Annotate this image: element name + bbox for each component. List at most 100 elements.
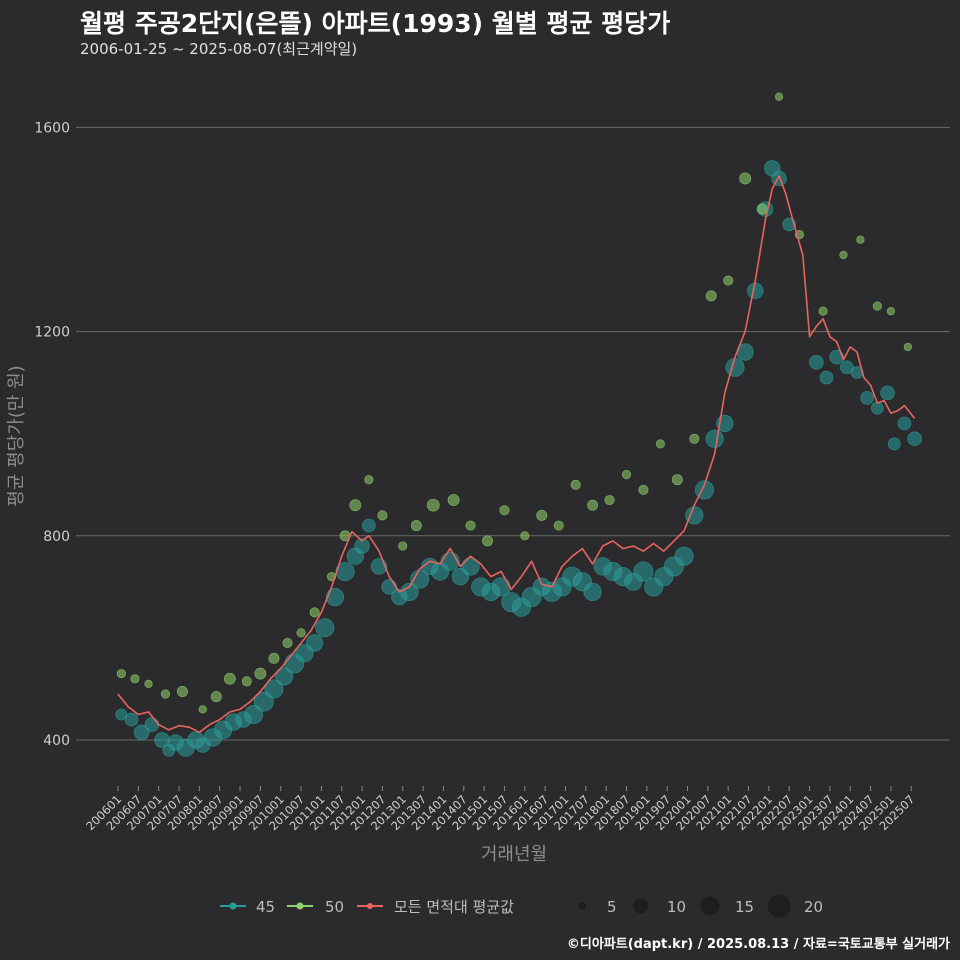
point-45-77 [887,437,901,451]
point-45-78 [897,416,912,431]
chart-title: 월평 주공2단지(은뜰) 아파트(1993) 월별 평균 평당가 [80,9,671,38]
point-50-18 [377,510,388,521]
legend-50-label: 50 [325,898,344,916]
point-50-5 [198,705,207,714]
legend-size-15 [700,896,720,916]
y-tick-label-800: 800 [43,529,70,545]
legend-avg-marker [367,903,373,909]
point-45-71 [829,349,844,365]
point-50-35 [671,474,683,486]
point-50-45 [856,235,865,244]
point-50-47 [886,307,896,316]
point-50-46 [872,301,882,311]
point-50-41 [774,92,784,101]
point-50-4 [176,686,188,697]
point-45-75 [871,401,884,415]
point-45-25 [354,538,370,554]
point-50-38 [723,275,734,286]
point-45-2 [134,724,150,741]
legend: 45 50 모든 면적대 평균값 5 10 15 20 [220,894,823,918]
point-45-3 [144,717,160,732]
point-50-10 [268,652,280,664]
legend-50-marker [296,902,304,910]
source-credit: ©디아파트(dapt.kr) / 2025.08.13 / 자료=국토교통부 실… [566,937,950,952]
point-50-23 [465,520,476,531]
point-45-74 [860,391,874,405]
point-50-6 [210,691,222,703]
point-45-15 [253,691,274,712]
legend-45-label: 45 [256,898,275,916]
y-tick-label-1600: 1600 [34,120,70,136]
point-50-26 [520,531,530,541]
point-50-0 [116,669,126,679]
point-45-22 [325,588,345,607]
legend-avg-label: 모든 면적대 평균값 [394,898,514,916]
point-45-79 [907,431,922,447]
point-45-57 [674,546,694,566]
average-line-group [117,175,916,734]
point-50-12 [296,628,306,638]
point-45-62 [725,357,745,377]
point-50-48 [903,342,912,352]
point-50-9 [254,667,267,680]
point-50-44 [839,250,848,260]
point-45-36 [461,557,480,576]
point-50-29 [570,479,581,490]
point-45-17 [275,667,294,686]
y-axis-label: 평균 평당가(만 원) [6,365,27,506]
point-45-70 [819,370,834,385]
point-50-2 [144,679,153,688]
point-50-32 [621,469,632,480]
legend-size-5-label: 5 [607,898,617,916]
point-50-25 [499,505,510,516]
point-45-48 [583,582,602,602]
chart-subtitle: 2006-01-25 ~ 2025-08-07(최근계약일) [80,40,358,58]
point-45-26 [362,518,376,533]
point-50-39 [739,172,752,185]
point-50-3 [160,689,171,699]
point-50-11 [282,638,293,649]
point-50-13 [309,607,320,618]
average-line [117,175,916,734]
legend-size-10-label: 10 [667,898,686,916]
legend-45-marker [229,902,237,910]
point-50-21 [426,498,440,512]
point-45-64 [747,282,764,299]
point-45-21 [315,618,335,638]
legend-size-5 [578,902,586,910]
point-50-8 [241,676,252,687]
point-50-24 [482,535,493,547]
y-tick-label-400: 400 [43,733,70,749]
y-tick-label-1200: 1200 [34,325,70,341]
point-50-40 [756,203,768,215]
point-45-0 [115,708,128,721]
gridlines [76,126,950,741]
point-50-16 [349,499,362,512]
legend-size-15-label: 15 [735,898,754,916]
point-50-20 [410,520,422,532]
point-45-16 [264,679,284,699]
point-45-60 [705,429,724,448]
x-axis-ticks: 2006012006072007012007072008012008072009… [83,786,917,833]
point-50-37 [705,290,717,302]
point-50-34 [655,439,665,449]
point-45-20 [306,634,324,652]
point-45-1 [124,712,139,727]
y-axis-ticks: 400 800 1200 1600 [34,120,70,749]
point-50-30 [587,499,599,511]
legend-size-10 [633,898,649,914]
point-50-17 [364,475,374,485]
point-50-43 [818,306,828,316]
point-50-31 [604,495,615,506]
point-50-7 [223,672,236,685]
legend-size-20-label: 20 [804,898,823,916]
point-45-69 [809,354,824,370]
point-50-19 [398,541,408,551]
point-50-28 [553,520,564,531]
x-axis-label: 거래년월 [481,844,547,865]
point-50-22 [447,494,460,506]
point-50-1 [130,674,140,684]
point-50-36 [689,433,700,444]
point-45-53 [633,561,654,582]
